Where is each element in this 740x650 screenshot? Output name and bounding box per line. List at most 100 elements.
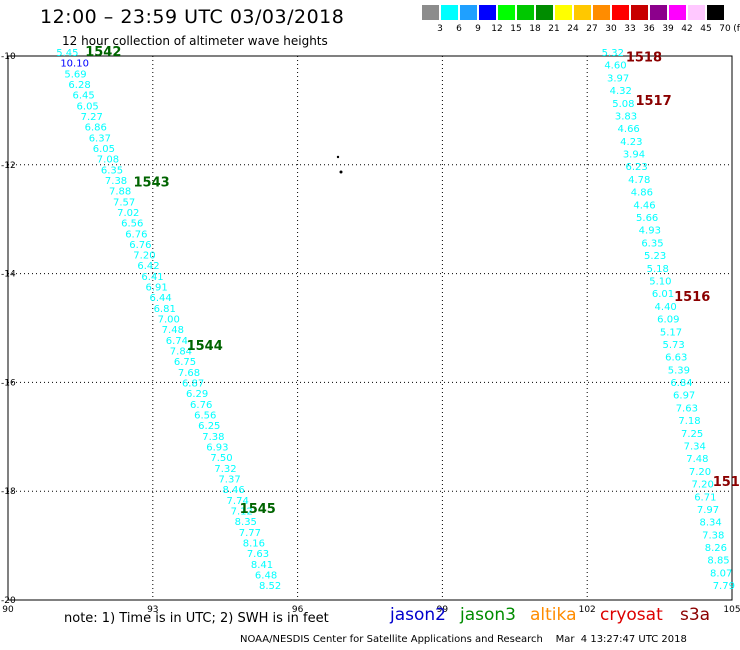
swh-value: 6.44 (150, 293, 172, 304)
swh-value: 5.32 (602, 48, 624, 59)
swh-value: 6.84 (670, 378, 692, 389)
pass-number-label: 1544 (187, 339, 223, 354)
swh-value: 7.50 (210, 453, 232, 464)
swh-value: 6.71 (694, 492, 716, 503)
swh-value: 7.48 (162, 325, 184, 336)
page-subtitle: 12 hour collection of altimeter wave hei… (62, 34, 328, 48)
swh-value: 6.76 (125, 229, 147, 240)
legend-swatch (517, 5, 534, 20)
swh-value: 7.38 (202, 432, 224, 443)
pass-number-label: 1545 (240, 502, 276, 517)
swh-value: 6.63 (665, 353, 687, 364)
legend-label: 24 (567, 24, 579, 34)
swh-value: 6.09 (657, 315, 679, 326)
swh-value: 7.74 (227, 496, 249, 507)
satellite-name: s3a (680, 605, 711, 625)
satellite-name: jason3 (460, 605, 516, 625)
swh-value: 8.52 (259, 581, 281, 592)
legend-label: 42 (681, 24, 693, 34)
swh-value: 6.76 (190, 400, 212, 411)
swh-value: 8.85 (707, 556, 729, 567)
legend-unit: (ft) (733, 24, 740, 34)
swh-value: 7.20 (133, 251, 155, 262)
legend-swatch (631, 5, 648, 20)
swh-value: 5.18 (647, 264, 669, 275)
legend-label: 70 (719, 24, 731, 34)
legend-swatch (707, 5, 724, 20)
swh-value: 6.74 (166, 336, 188, 347)
swh-value: 6.42 (137, 261, 159, 272)
axis-tick-labels: 90 93 96 99 102 105 -10 -12 -14 -16 -18 -20 (1, 52, 740, 615)
swh-value: 7.38 (105, 176, 127, 187)
pass-number-label: 1517 (635, 94, 671, 109)
swh-value: 6.28 (68, 80, 90, 91)
legend-label: 9 (475, 24, 481, 34)
swh-value: 8.16 (243, 538, 265, 549)
swh-value: 4.78 (628, 175, 650, 186)
swh-value: 6.05 (93, 144, 115, 155)
swh-value: 7.00 (158, 315, 180, 326)
swh-value: 7.97 (697, 505, 719, 516)
swh-value: 6.35 (101, 165, 123, 176)
legend-swatch (422, 5, 439, 20)
swh-value: 6.56 (121, 219, 143, 230)
x-tick-label: 102 (579, 605, 596, 615)
swh-value: 7.38 (702, 530, 724, 541)
swh-value: 7.08 (97, 155, 119, 166)
swh-value: 7.68 (178, 368, 200, 379)
legend-swatch (460, 5, 477, 20)
swh-value: 6.81 (154, 304, 176, 315)
pass-labels: 1542 1543 1544 1545 1518 1517 1516 151 (85, 45, 740, 517)
swh-value: 6.01 (652, 289, 674, 300)
y-tick-label: -16 (1, 378, 16, 388)
swh-value: 6.97 (673, 391, 695, 402)
plot-frame (7, 55, 733, 601)
x-tick-label: 105 (723, 605, 740, 615)
swh-value: 6.86 (85, 123, 107, 134)
swh-value: 5.17 (660, 327, 682, 338)
swh-value: 6.75 (174, 357, 196, 368)
swh-value: 7.27 (81, 112, 103, 123)
swh-value: 5.66 (636, 213, 658, 224)
swh-value: 7.63 (676, 403, 698, 414)
legend-label: 36 (643, 24, 655, 34)
satellite-name: jason2 (390, 605, 446, 625)
swh-value: 7.02 (117, 208, 139, 219)
swh-value: 6.76 (129, 240, 151, 251)
swh-value: 7.77 (239, 528, 261, 539)
y-tick-label: -12 (1, 161, 16, 171)
legend-swatch (536, 5, 553, 20)
swh-value: 4.23 (620, 137, 642, 148)
swh-value: 7.48 (686, 454, 708, 465)
swh-value: 8.26 (705, 543, 727, 554)
swh-value: 5.73 (662, 340, 684, 351)
swh-value: 7.84 (170, 347, 192, 358)
satellite-name: altika (530, 605, 577, 625)
legend-swatch (479, 5, 496, 20)
legend-label: 6 (456, 24, 462, 34)
x-tick-label: 96 (292, 605, 304, 615)
legend-label: 33 (624, 24, 636, 34)
legend-label: 45 (700, 24, 712, 34)
legend-label: 12 (491, 24, 503, 34)
legend-label: 21 (548, 24, 560, 34)
swh-value: 3.97 (607, 73, 629, 84)
swh-value: 7.20 (692, 480, 714, 491)
swh-value: 7.25 (681, 429, 703, 440)
swh-value: 8.34 (699, 518, 721, 529)
swh-value: 5.69 (64, 69, 86, 80)
swh-value: 5.10 (649, 276, 671, 287)
swh-value: 7.12 (231, 506, 253, 517)
swh-value: 8.35 (235, 517, 257, 528)
x-tick-label: 93 (147, 605, 158, 615)
swh-value: 7.88 (109, 187, 131, 198)
swh-value: 7.57 (113, 197, 135, 208)
legend-label: 3 (437, 24, 443, 34)
swh-value: 8.46 (222, 485, 244, 496)
swh-value: 7.37 (218, 474, 240, 485)
island-marker (336, 155, 343, 174)
swh-value: 7.18 (678, 416, 700, 427)
swh-value: 8.41 (251, 560, 273, 571)
swh-value: 4.93 (639, 226, 661, 237)
